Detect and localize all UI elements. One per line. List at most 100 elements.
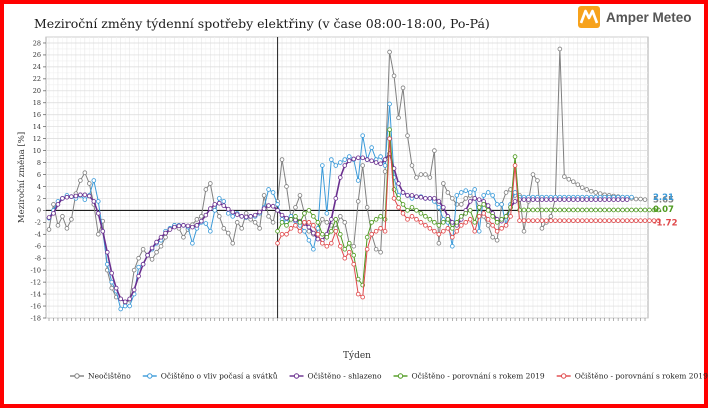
data-point-s4-80 [405,217,410,222]
data-point-s3-95 [472,220,478,225]
data-point-s0-117 [571,179,576,184]
data-point-s1-38 [216,196,222,201]
data-point-s1-17 [122,303,128,309]
data-point-s4-124 [602,218,607,223]
data-point-s4-63 [329,240,334,246]
data-point-s0-122 [593,190,599,195]
data-point-s2-59 [311,230,316,236]
data-point-s0-3 [60,214,65,219]
data-point-s3-109 [535,207,540,213]
data-point-s4-69 [355,291,361,297]
data-point-s2-125 [606,197,612,202]
data-point-s2-58 [306,224,312,230]
data-point-s0-40 [225,230,231,236]
data-point-s4-68 [351,261,357,267]
data-point-s3-74 [378,214,383,219]
data-point-s4-112 [548,218,554,223]
data-point-s1-32 [190,240,195,246]
data-point-s4-116 [566,218,572,223]
data-point-s4-59 [311,223,316,228]
data-point-s2-36 [208,206,213,211]
data-point-s2-34 [199,218,204,224]
data-point-s4-70 [360,294,365,300]
data-point-s0-34 [199,214,204,219]
data-point-s0-114 [557,46,563,52]
data-point-s4-103 [508,214,513,219]
data-point-s2-44 [243,214,249,220]
data-point-s2-17 [122,299,128,305]
data-point-s0-106 [521,229,527,234]
data-point-s3-76 [387,127,392,132]
data-point-s3-123 [597,207,603,213]
end-label-s1: 2.21 [653,193,674,203]
data-point-s4-106 [521,218,527,223]
data-point-s4-114 [557,218,563,223]
data-point-s3-134 [647,207,652,213]
data-point-s4-79 [400,211,406,216]
data-point-s0-81 [409,163,415,168]
data-point-s0-5 [69,217,74,222]
data-point-s0-133 [642,197,648,202]
data-point-s2-42 [234,212,240,217]
data-point-s0-99 [490,234,495,240]
data-point-s1-93 [463,188,469,193]
data-point-s2-50 [270,203,276,209]
data-point-s2-8 [82,192,88,198]
data-point-s2-84 [423,196,428,201]
data-point-s2-11 [95,211,101,216]
brand-name: Amper Meteo [606,9,692,25]
data-point-s2-31 [185,223,191,229]
data-point-s3-121 [588,207,594,213]
data-point-s4-85 [427,226,433,231]
data-point-s0-70 [360,163,365,168]
legend-swatch-point-1 [147,373,153,379]
data-point-s1-41 [230,214,236,219]
data-point-s2-20 [136,273,141,279]
data-point-s3-112 [548,207,554,213]
data-point-s2-122 [593,197,599,202]
data-point-s2-40 [225,206,231,212]
data-point-s2-26 [163,230,168,236]
data-point-s4-64 [333,229,339,234]
data-point-s2-115 [562,197,567,202]
data-point-s4-127 [615,218,621,223]
data-point-s2-123 [597,197,603,202]
data-point-s4-123 [597,218,603,223]
data-point-s3-77 [391,187,397,192]
data-point-s1-13 [104,261,110,267]
data-point-s3-52 [279,220,285,225]
data-point-s0-26 [163,234,168,240]
data-point-s3-90 [450,226,455,231]
data-point-s3-73 [373,217,379,222]
data-point-s1-18 [127,303,132,309]
data-point-s1-95 [472,187,478,192]
data-point-s2-24 [154,239,159,245]
data-point-s0-8 [82,170,88,176]
data-point-s0-119 [579,185,585,190]
data-point-s1-65 [337,160,343,165]
data-point-s3-72 [369,220,374,225]
data-point-s3-129 [624,207,630,213]
data-point-s0-84 [423,172,428,177]
data-point-s3-120 [584,207,590,213]
data-point-s3-59 [311,214,316,219]
data-point-s3-65 [337,231,343,237]
data-point-s4-53 [284,231,289,237]
data-point-s2-71 [364,157,370,162]
data-point-s0-121 [588,188,594,194]
data-point-s2-116 [566,197,572,202]
data-point-s4-129 [624,218,630,223]
data-point-s2-126 [611,197,616,202]
data-point-s0-23 [149,257,155,262]
data-point-s4-120 [584,218,590,223]
data-point-s4-115 [562,218,567,223]
data-point-s3-56 [297,220,303,225]
data-point-s1-97 [481,193,486,198]
data-point-s2-80 [405,193,410,198]
data-point-s2-78 [396,181,401,186]
data-point-s2-53 [284,215,289,221]
data-point-s2-87 [436,199,442,204]
data-point-s0-132 [638,196,643,202]
brand-logo: Amper Meteo [578,6,692,28]
